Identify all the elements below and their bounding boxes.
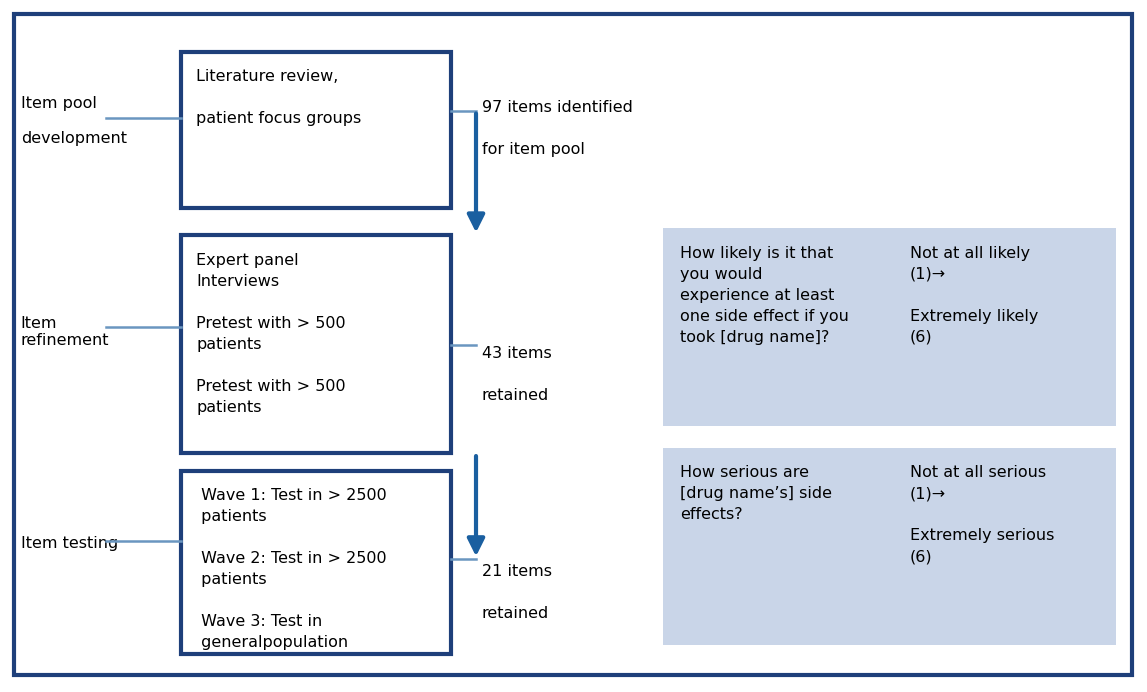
FancyBboxPatch shape	[181, 52, 451, 208]
FancyBboxPatch shape	[663, 448, 1116, 645]
Text: Item
refinement: Item refinement	[21, 316, 109, 348]
Text: Literature review,

patient focus groups: Literature review, patient focus groups	[196, 69, 361, 126]
Text: How likely is it that
you would
experience at least
one side effect if you
took : How likely is it that you would experien…	[680, 246, 849, 345]
FancyBboxPatch shape	[181, 471, 451, 654]
Text: Wave 1: Test in > 2500
 patients

 Wave 2: Test in > 2500
 patients

 Wave 3: Te: Wave 1: Test in > 2500 patients Wave 2: …	[196, 488, 387, 650]
Text: Not at all serious
(1)→

Extremely serious
(6): Not at all serious (1)→ Extremely seriou…	[910, 465, 1054, 564]
Text: Not at all likely
(1)→

Extremely likely
(6): Not at all likely (1)→ Extremely likely …	[910, 246, 1038, 345]
Text: 21 items

retained: 21 items retained	[482, 564, 552, 621]
FancyBboxPatch shape	[663, 228, 1116, 426]
Text: 43 items

retained: 43 items retained	[482, 346, 552, 403]
Text: Item pool

development: Item pool development	[21, 96, 126, 146]
Text: 97 items identified

for item pool: 97 items identified for item pool	[482, 100, 633, 157]
FancyBboxPatch shape	[181, 235, 451, 453]
Text: Expert panel
Interviews

Pretest with > 500
patients

Pretest with > 500
patient: Expert panel Interviews Pretest with > 5…	[196, 253, 345, 415]
FancyBboxPatch shape	[14, 14, 1132, 675]
Text: How serious are
[drug name’s] side
effects?: How serious are [drug name’s] side effec…	[680, 465, 833, 522]
Text: Item testing: Item testing	[21, 536, 118, 551]
